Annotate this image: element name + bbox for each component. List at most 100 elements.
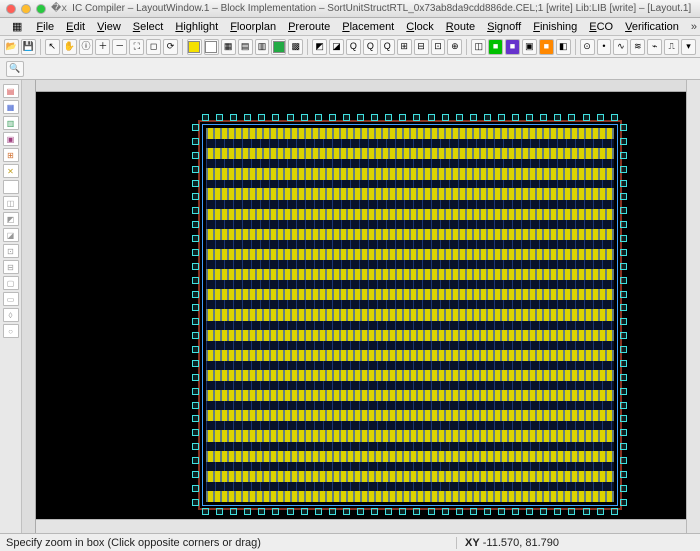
layer-c-icon[interactable]: ▥ (255, 39, 270, 55)
cell-row (206, 128, 614, 139)
side-c[interactable]: ◪ (3, 228, 19, 242)
hi-f-icon[interactable]: ◧ (556, 39, 571, 55)
io-pad (620, 346, 627, 353)
hi-b-icon[interactable]: ■ (488, 39, 503, 55)
io-pad (620, 124, 627, 131)
io-pad (554, 508, 561, 515)
hi-d-icon[interactable]: ▣ (522, 39, 537, 55)
close-icon[interactable] (6, 4, 16, 14)
q2-icon[interactable]: Q (363, 39, 378, 55)
io-pad (620, 166, 627, 173)
side-g[interactable]: ▭ (3, 292, 19, 306)
side-pins[interactable]: ▣ (3, 132, 19, 146)
menu-verification[interactable]: Verification (619, 19, 685, 35)
swatch-white[interactable] (204, 39, 219, 55)
t6-icon[interactable]: ⎍ (664, 39, 679, 55)
save-icon[interactable]: 💾 (21, 39, 36, 55)
io-pad (620, 374, 627, 381)
cell-row (206, 330, 614, 341)
menu-placement[interactable]: Placement (336, 19, 400, 35)
menu-overflow[interactable]: » (687, 21, 700, 33)
side-sep[interactable] (3, 180, 19, 194)
info-icon[interactable]: ⓘ (79, 39, 94, 55)
side-hier[interactable]: ⊞ (3, 148, 19, 162)
t2-icon[interactable]: • (597, 39, 612, 55)
io-pad (258, 508, 265, 515)
menu-clock[interactable]: Clock (400, 19, 440, 35)
menu-preroute[interactable]: Preroute (282, 19, 336, 35)
menu-route[interactable]: Route (440, 19, 481, 35)
menu-eco[interactable]: ECO (583, 19, 619, 35)
io-pad (315, 508, 322, 515)
grid-b-icon[interactable]: ⊟ (414, 39, 429, 55)
io-pad (192, 318, 199, 325)
refresh-icon[interactable]: ⟳ (163, 39, 178, 55)
io-pad (413, 508, 420, 515)
io-pad (230, 508, 237, 515)
sel-all-icon[interactable]: ◩ (312, 39, 327, 55)
menu-view[interactable]: View (91, 19, 127, 35)
side-x[interactable]: ✕ (3, 164, 19, 178)
q3-icon[interactable]: Q (380, 39, 395, 55)
cell-row (206, 168, 614, 179)
side-d[interactable]: ⊡ (3, 244, 19, 258)
menu-highlight[interactable]: Highlight (169, 19, 224, 35)
io-pad (456, 114, 463, 121)
zoom-box-icon[interactable]: ◻ (146, 39, 161, 55)
menu-select[interactable]: Select (127, 19, 170, 35)
hi-e-icon[interactable]: ■ (539, 39, 554, 55)
open-icon[interactable]: 📂 (4, 39, 19, 55)
io-pad (371, 508, 378, 515)
zoom-in-icon[interactable]: ＋ (95, 39, 110, 55)
side-f[interactable]: ▢ (3, 276, 19, 290)
menu-file[interactable]: File (30, 19, 60, 35)
io-pad (526, 508, 533, 515)
minimize-icon[interactable] (21, 4, 31, 14)
side-h[interactable]: ◊ (3, 308, 19, 322)
layout-canvas[interactable] (36, 92, 686, 519)
swatch-yellow[interactable] (187, 39, 202, 55)
side-nets[interactable]: ▥ (3, 116, 19, 130)
t3-icon[interactable]: ∿ (613, 39, 628, 55)
layer-b-icon[interactable]: ▤ (238, 39, 253, 55)
io-pad (192, 443, 199, 450)
hi-c-icon[interactable]: ■ (505, 39, 520, 55)
cell-row (206, 491, 614, 502)
grid-a-icon[interactable]: ⊞ (397, 39, 412, 55)
hand-icon[interactable]: ✋ (62, 39, 77, 55)
io-pad (413, 114, 420, 121)
zoom-fit-icon[interactable]: ⛶ (129, 39, 144, 55)
layer-e-icon[interactable]: ▩ (288, 39, 303, 55)
app-menu-icon[interactable]: ▦ (6, 18, 28, 35)
t4-icon[interactable]: ≋ (630, 39, 645, 55)
menu-edit[interactable]: Edit (60, 19, 91, 35)
grid-c-icon[interactable]: ⊡ (431, 39, 446, 55)
t1-icon[interactable]: ⊙ (580, 39, 595, 55)
side-i[interactable]: ○ (3, 324, 19, 338)
menu-floorplan[interactable]: Floorplan (224, 19, 282, 35)
q1-icon[interactable]: Q (346, 39, 361, 55)
io-pad (371, 114, 378, 121)
inspect-icon[interactable]: 🔍 (6, 61, 24, 77)
maximize-icon[interactable] (36, 4, 46, 14)
side-a[interactable]: ◫ (3, 196, 19, 210)
scrollbar-vertical[interactable] (686, 80, 700, 533)
layer-a-icon[interactable]: ▦ (221, 39, 236, 55)
side-cells[interactable]: ▦ (3, 100, 19, 114)
layer-d-icon[interactable] (271, 39, 286, 55)
side-b[interactable]: ◩ (3, 212, 19, 226)
target-icon[interactable]: ⊕ (447, 39, 462, 55)
t7-icon[interactable]: ▾ (681, 39, 696, 55)
io-pad (272, 508, 279, 515)
ruler-horizontal (36, 80, 686, 92)
menu-finishing[interactable]: Finishing (527, 19, 583, 35)
menu-signoff[interactable]: Signoff (481, 19, 527, 35)
scrollbar-horizontal[interactable] (36, 519, 686, 533)
t5-icon[interactable]: ⌁ (647, 39, 662, 55)
pointer-icon[interactable]: ↖ (45, 39, 60, 55)
side-layers[interactable]: ▤ (3, 84, 19, 98)
sel-none-icon[interactable]: ◪ (329, 39, 344, 55)
side-e[interactable]: ⊟ (3, 260, 19, 274)
zoom-out-icon[interactable]: － (112, 39, 127, 55)
hi-a-icon[interactable]: ◫ (471, 39, 486, 55)
